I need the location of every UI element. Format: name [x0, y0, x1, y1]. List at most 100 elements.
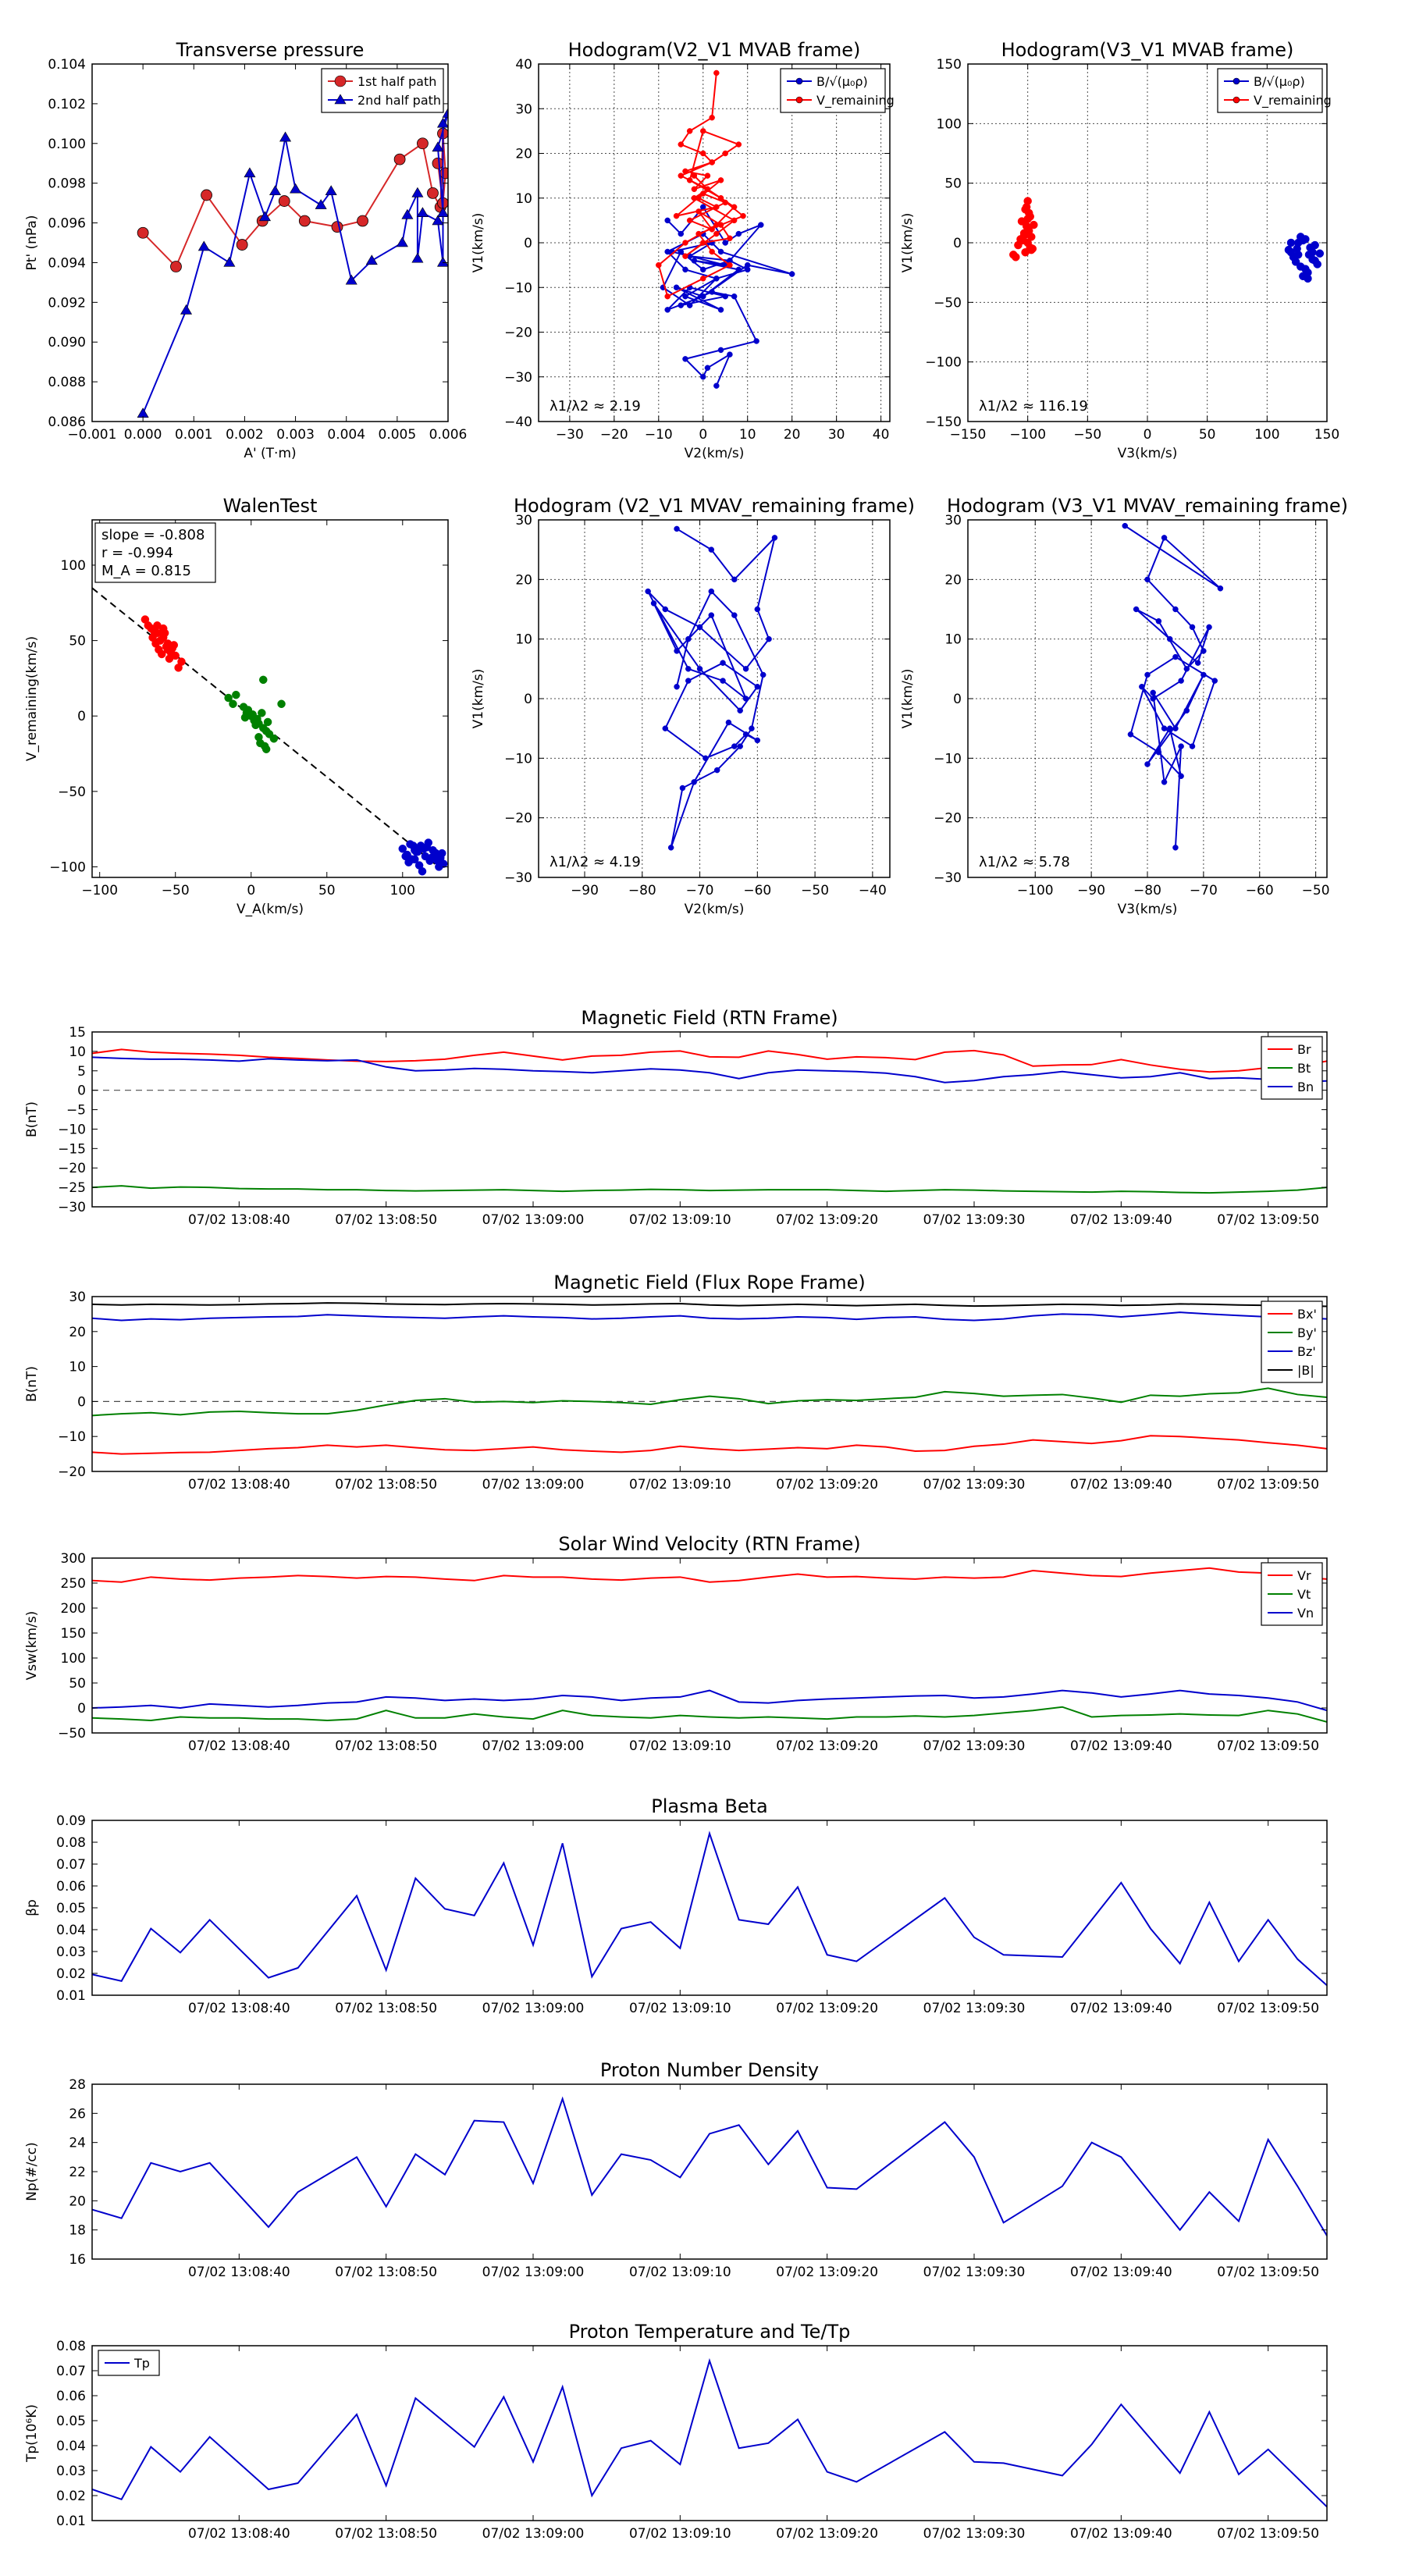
data-point	[708, 546, 715, 553]
x-tick-label: −0.001	[68, 427, 117, 443]
series-group	[1009, 197, 1325, 283]
data-point	[169, 641, 179, 649]
stats-text: slope = -0.808	[101, 527, 205, 543]
axes-frame	[91, 519, 449, 878]
data-point	[678, 173, 685, 179]
y-tick-label: 20	[515, 147, 532, 162]
x-tick-label: 0	[247, 883, 255, 898]
y-tick-label: −30	[58, 1200, 86, 1215]
x-tick-label: 07/02 13:08:50	[335, 1477, 437, 1493]
legend-box	[1261, 1300, 1323, 1383]
data-point	[735, 266, 742, 273]
data-point	[1023, 215, 1032, 223]
y-tick-label: 100	[61, 558, 86, 574]
data-point	[442, 108, 448, 118]
series-group	[137, 108, 448, 418]
data-point	[674, 683, 680, 690]
annotation: λ1/λ2 ≈ 116.19	[979, 398, 1088, 415]
y-tick-label: 0.03	[56, 1944, 86, 1960]
data-point	[737, 707, 743, 714]
data-point	[418, 867, 427, 876]
x-tick-label: −50	[1073, 427, 1101, 443]
data-point	[695, 208, 702, 215]
y-tick-label: −50	[58, 1726, 86, 1742]
x-tick-label: 0.004	[327, 427, 365, 443]
y-tick-label: −5	[66, 1103, 86, 1119]
data-point	[401, 852, 410, 861]
data-point	[731, 217, 738, 224]
legend-marker	[1232, 96, 1240, 104]
data-point	[742, 731, 749, 738]
chart-title: Solar Wind Velocity (RTN Frame)	[558, 1533, 860, 1555]
y-axis-label: V1(km/s)	[471, 213, 486, 273]
data-point	[1301, 265, 1310, 273]
legend-marker	[795, 96, 803, 104]
x-tick-label: −90	[1077, 883, 1105, 898]
y-tick-label: 150	[61, 1626, 86, 1642]
legend-box	[1217, 68, 1323, 113]
x-tick-label: 10	[739, 427, 756, 443]
data-point	[1150, 689, 1156, 696]
chart-mag_rtn: 07/02 13:08:40 07/02 13:08:50 07/02 13:09:…	[24, 1007, 1328, 1228]
y-axis-label: B(nT)	[24, 1366, 40, 1402]
x-tick-label: 07/02 13:09:00	[482, 1212, 585, 1228]
x-tick-label: −80	[1133, 883, 1161, 898]
data-point	[277, 699, 286, 709]
data-point	[735, 230, 742, 237]
y-tick-label: 24	[69, 2136, 86, 2151]
y-tick-label: 0.03	[56, 2464, 86, 2479]
data-point	[261, 745, 271, 753]
x-tick-label: −70	[1190, 883, 1218, 898]
series-group	[92, 1831, 1327, 1987]
data-point	[1200, 648, 1207, 654]
data-point	[1308, 255, 1317, 264]
legend-marker	[1232, 77, 1240, 85]
data-point	[144, 621, 153, 630]
data-point	[1030, 220, 1038, 229]
y-tick-label: 0.096	[48, 216, 86, 232]
data-point	[722, 240, 728, 246]
y-axis-label: βp	[24, 1899, 40, 1916]
legend-marker	[334, 75, 347, 87]
data-point	[411, 187, 424, 197]
data-point	[240, 713, 250, 722]
data-point	[236, 239, 248, 251]
x-tick-label: −20	[600, 427, 628, 443]
y-tick-label: 30	[69, 1290, 86, 1305]
axes-frame	[91, 1820, 1328, 1996]
data-point	[727, 351, 733, 358]
data-point	[432, 141, 444, 152]
data-point	[679, 785, 686, 792]
data-point	[1155, 618, 1162, 624]
data-point	[754, 737, 761, 744]
legend: Br Bt Bn	[1261, 1036, 1323, 1100]
data-point	[437, 849, 446, 858]
legend: 1st half path 2nd half path	[321, 68, 444, 113]
x-tick-label: −100	[1017, 883, 1054, 898]
y-tick-label: 0.04	[56, 1923, 86, 1938]
data-point	[278, 195, 290, 207]
data-point	[137, 226, 149, 239]
data-point	[685, 678, 692, 684]
legend-label: Br	[1297, 1042, 1311, 1057]
x-tick-label: 07/02 13:09:50	[1217, 2265, 1319, 2280]
y-tick-label: 40	[515, 57, 532, 73]
data-point	[137, 407, 149, 418]
data-point	[433, 856, 442, 865]
y-tick-label: 28	[69, 2077, 86, 2093]
data-point	[708, 588, 715, 595]
y-tick-label: −25	[58, 1180, 86, 1196]
y-tick-label: 100	[61, 1651, 86, 1667]
y-tick-label: 5	[77, 1064, 86, 1080]
x-tick-label: −40	[859, 883, 887, 898]
x-tick-label: 07/02 13:08:40	[188, 1738, 290, 1754]
stats-box	[94, 522, 216, 583]
y-tick-label: 0.07	[56, 2364, 86, 2379]
y-axis-label: V1(km/s)	[900, 213, 916, 273]
chart-title: Proton Number Density	[600, 2059, 819, 2081]
data-point	[251, 720, 260, 730]
x-tick-label: 20	[784, 427, 801, 443]
data-point	[731, 612, 738, 618]
data-point	[201, 189, 212, 201]
data-point	[700, 190, 706, 197]
